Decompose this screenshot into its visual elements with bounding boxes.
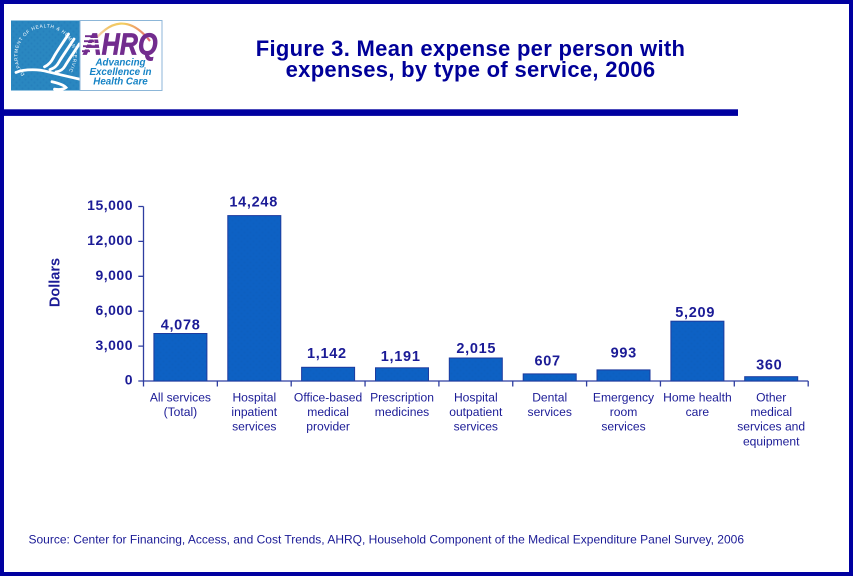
svg-text:services: services <box>601 420 645 434</box>
svg-text:4,078: 4,078 <box>161 317 201 333</box>
svg-text:2,015: 2,015 <box>456 341 496 357</box>
svg-text:Source: Center for Financing,: Source: Center for Financing, Access, an… <box>29 533 745 547</box>
svg-text:Hospital: Hospital <box>232 391 276 405</box>
svg-text:1,142: 1,142 <box>307 346 347 362</box>
svg-text:3,000: 3,000 <box>95 337 133 353</box>
svg-text:medical: medical <box>750 405 792 419</box>
svg-text:Dental: Dental <box>532 391 567 405</box>
svg-text:inpatient: inpatient <box>231 405 277 419</box>
svg-text:5,209: 5,209 <box>675 305 715 321</box>
svg-text:6,000: 6,000 <box>95 302 133 318</box>
svg-text:Excellence in: Excellence in <box>89 67 151 78</box>
svg-text:Health Care: Health Care <box>93 77 148 88</box>
svg-text:1,191: 1,191 <box>381 349 421 365</box>
svg-text:services and: services and <box>737 420 805 434</box>
svg-text:Figure 3. Mean expense per per: Figure 3. Mean expense per person with <box>256 36 686 61</box>
svg-text:(Total): (Total) <box>164 405 198 419</box>
svg-text:Emergency: Emergency <box>593 391 655 405</box>
svg-text:care: care <box>686 405 710 419</box>
svg-text:9,000: 9,000 <box>95 267 133 283</box>
svg-text:medicines: medicines <box>375 405 429 419</box>
svg-text:services: services <box>232 420 276 434</box>
svg-text:Prescription: Prescription <box>370 391 434 405</box>
svg-text:0: 0 <box>125 372 133 388</box>
svg-text:All services: All services <box>150 391 211 405</box>
svg-text:360: 360 <box>756 358 782 374</box>
svg-text:equipment: equipment <box>743 434 800 448</box>
svg-text:15,000: 15,000 <box>87 197 133 213</box>
svg-text:Dollars: Dollars <box>47 258 63 307</box>
svg-text:room: room <box>610 405 638 419</box>
svg-text:services: services <box>528 405 572 419</box>
svg-text:provider: provider <box>306 420 350 434</box>
svg-text:Advancing: Advancing <box>94 58 145 69</box>
svg-text:993: 993 <box>611 346 637 362</box>
svg-text:607: 607 <box>534 354 560 370</box>
svg-text:14,248: 14,248 <box>229 195 278 211</box>
svg-text:Hospital: Hospital <box>454 391 498 405</box>
svg-text:medical: medical <box>307 405 349 419</box>
svg-text:expenses, by type of service,: expenses, by type of service, 2006 <box>286 57 656 82</box>
svg-text:Office-based: Office-based <box>294 391 362 405</box>
svg-text:Home health: Home health <box>663 391 732 405</box>
svg-text:services: services <box>454 420 498 434</box>
svg-text:Other: Other <box>756 391 786 405</box>
svg-text:12,000: 12,000 <box>87 232 133 248</box>
svg-text:outpatient: outpatient <box>449 405 503 419</box>
